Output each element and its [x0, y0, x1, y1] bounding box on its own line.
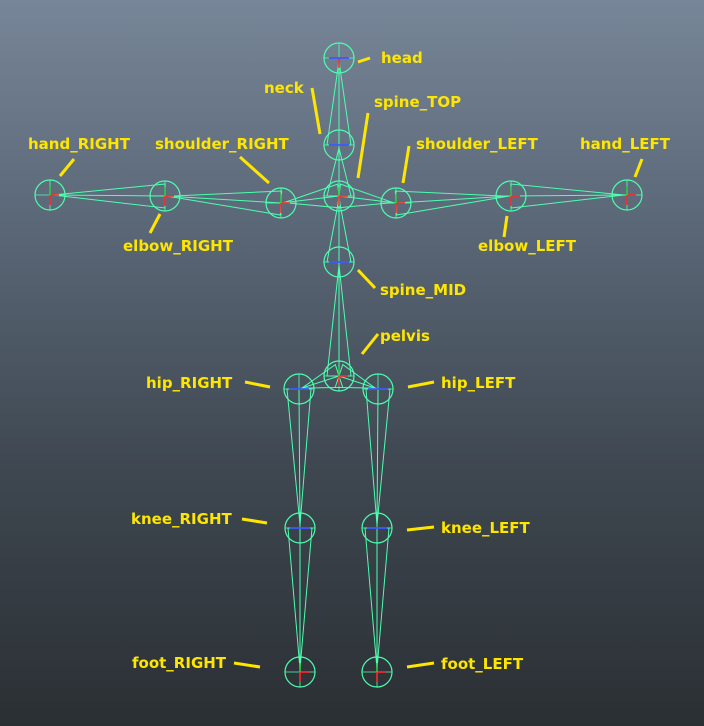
leader-spine-mid [356, 268, 377, 290]
label-neck: neck [264, 79, 305, 97]
leader-head [357, 56, 371, 64]
leader-shoulder-right [238, 155, 271, 185]
leader-hand-right [58, 158, 76, 177]
bone-shoulder-elbow-right-centerline [164, 195, 282, 204]
bone-shoulder-elbow-right [167, 190, 283, 216]
bone-elbow-hand-left-centerline [510, 194, 628, 197]
label-foot-left: foot_LEFT [441, 655, 524, 673]
leaders-layer [58, 56, 644, 669]
leader-foot-left [406, 661, 435, 669]
joints-layer [34, 42, 643, 688]
joint-foot-right [284, 656, 316, 688]
joint-hip-left [362, 373, 394, 405]
joint-foot-left [361, 656, 393, 688]
joint-spine-mid [323, 246, 355, 278]
leader-knee-left [406, 525, 435, 532]
leader-knee-right [241, 517, 268, 525]
bone-pelvis-hip-left-centerline [338, 375, 379, 390]
label-hand-left: hand_LEFT [580, 135, 671, 153]
joint-hand-left [611, 179, 643, 211]
bones-layer [49, 58, 628, 672]
joint-elbow-right [149, 180, 181, 212]
bone-spinetop-shoulder-left-centerline [338, 195, 397, 204]
leader-elbow-right [148, 213, 162, 234]
labels-layer: head neck spine_TOP shoulder_RIGHT shoul… [28, 49, 671, 673]
leader-foot-right [233, 661, 261, 669]
joint-hand-right [34, 179, 66, 211]
leader-shoulder-left [401, 145, 411, 184]
bone-spinetop-shoulder-right-centerline [280, 195, 340, 204]
label-hip-right: hip_RIGHT [146, 374, 233, 392]
joint-shoulder-left [380, 187, 412, 219]
label-elbow-right: elbow_RIGHT [123, 237, 234, 255]
label-foot-right: foot_RIGHT [132, 654, 227, 672]
leader-hip-left [407, 380, 435, 389]
joint-neck [323, 129, 355, 161]
label-shoulder-left: shoulder_LEFT [416, 135, 539, 153]
label-knee-left: knee_LEFT [441, 519, 531, 537]
label-knee-right: knee_RIGHT [131, 510, 232, 528]
leader-spine-top [356, 112, 370, 179]
joint-elbow-left [495, 180, 527, 212]
bone-pelvis-hip-right-centerline [298, 375, 340, 390]
label-shoulder-right: shoulder_RIGHT [155, 135, 290, 153]
leader-hand-left [633, 158, 644, 178]
leader-neck [310, 87, 322, 135]
label-head: head [381, 49, 423, 67]
joint-pelvis [323, 360, 355, 392]
bone-shoulder-elbow-left-centerline [395, 195, 512, 204]
bone-elbow-hand-right-centerline [49, 194, 166, 197]
leader-hip-right [244, 380, 271, 389]
bone-shoulder-elbow-left [394, 190, 509, 216]
label-pelvis: pelvis [380, 327, 430, 345]
bone-hip-knee-right-centerline [298, 388, 301, 529]
bone-hip-knee-left-centerline [376, 388, 379, 529]
leader-elbow-left [502, 215, 509, 238]
joint-knee-right [284, 512, 316, 544]
joint-head [323, 42, 355, 74]
joint-knee-left [361, 512, 393, 544]
joint-spine-top [323, 180, 355, 212]
joint-hip-right [283, 373, 315, 405]
label-spine-mid: spine_MID [380, 281, 466, 299]
label-hand-right: hand_RIGHT [28, 135, 131, 153]
joint-shoulder-right [265, 187, 297, 219]
label-spine-top: spine_TOP [374, 93, 461, 111]
label-hip-left: hip_LEFT [441, 374, 516, 392]
leader-pelvis [360, 333, 380, 355]
label-elbow-left: elbow_LEFT [478, 237, 577, 255]
